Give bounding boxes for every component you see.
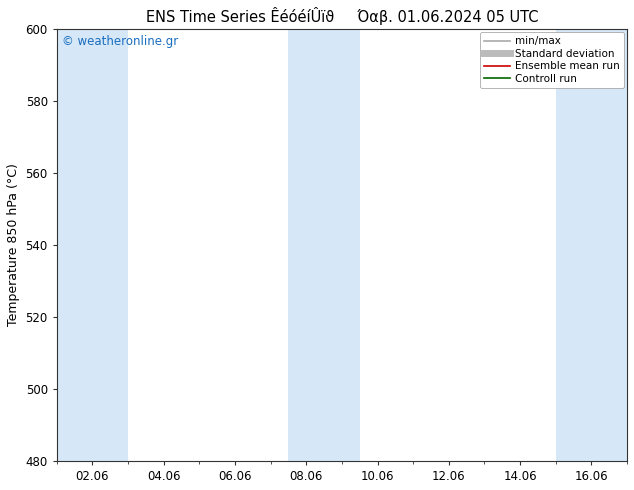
Y-axis label: Temperature 850 hPa (°C): Temperature 850 hPa (°C): [7, 164, 20, 326]
Legend: min/max, Standard deviation, Ensemble mean run, Controll run: min/max, Standard deviation, Ensemble me…: [479, 32, 624, 88]
Title: ENS Time Series ÊéóéíÛïϑ     Όαβ. 01.06.2024 05 UTC: ENS Time Series ÊéóéíÛïϑ Όαβ. 01.06.2024…: [146, 7, 538, 25]
Bar: [556, 29, 627, 461]
Bar: [57, 29, 128, 461]
Text: © weatheronline.gr: © weatheronline.gr: [63, 35, 179, 49]
Bar: [288, 29, 359, 461]
